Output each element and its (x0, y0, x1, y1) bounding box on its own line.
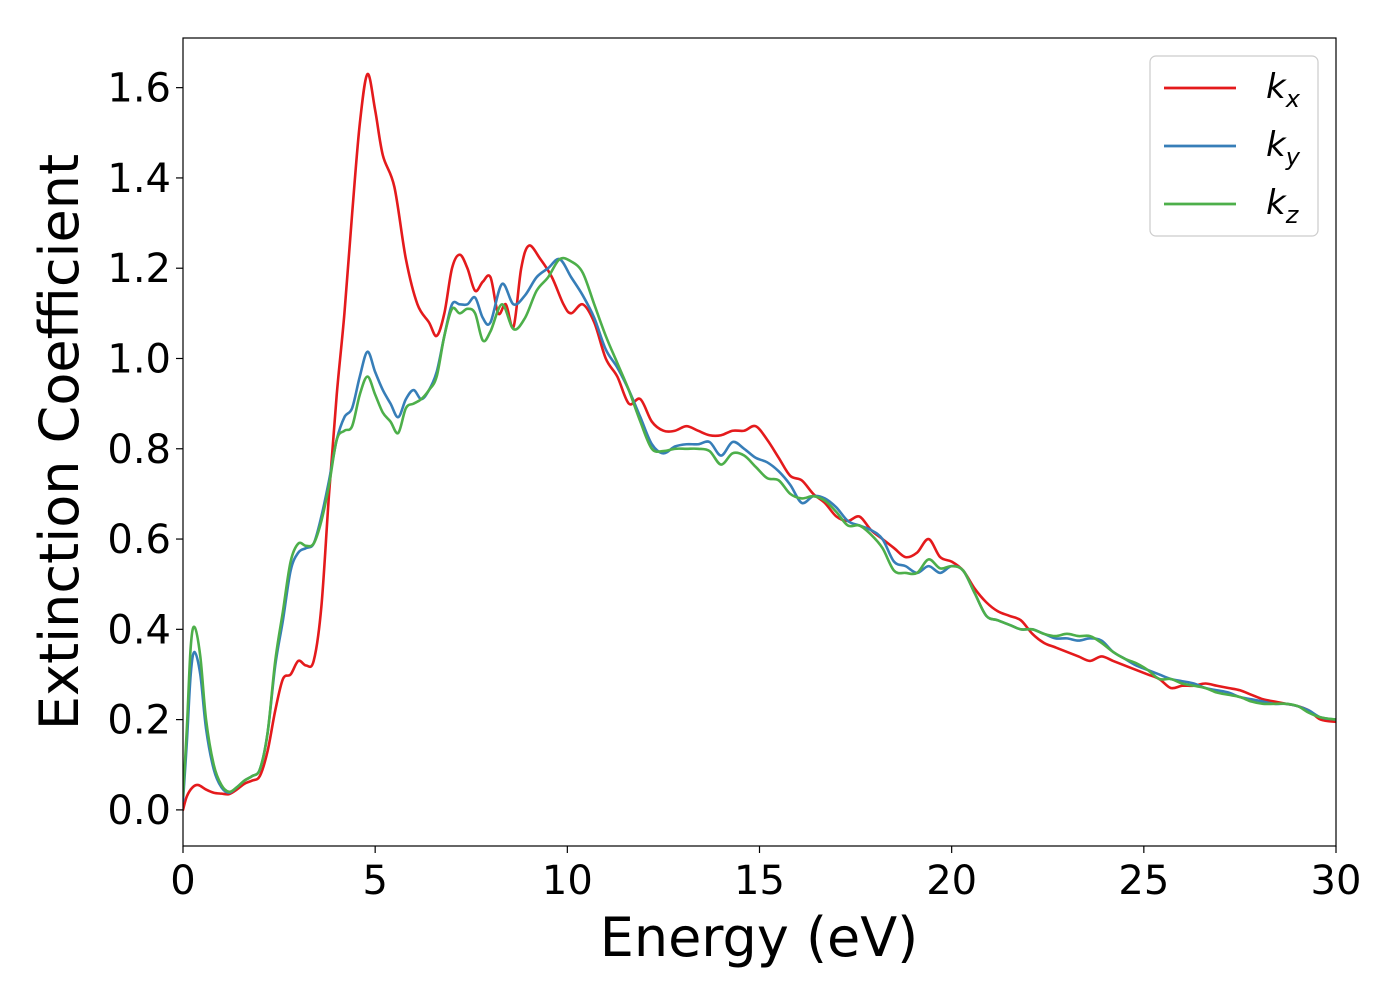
x-axis: 0 5 10 15 20 25 30 (170, 846, 1361, 904)
legend-label-y: ky (1266, 125, 1301, 171)
legend: kx ky kz (1149, 55, 1319, 237)
y-axis: 0.0 0.2 0.4 0.6 0.8 1.0 1.2 1.4 1.6 (107, 66, 183, 834)
x-tick-label: 30 (1311, 858, 1362, 904)
y-tick-label: 0.8 (107, 427, 171, 473)
x-tick-label: 5 (362, 858, 387, 904)
y-tick-label: 1.6 (107, 66, 171, 112)
y-tick-label: 1.2 (107, 246, 171, 292)
x-tick-label: 0 (170, 858, 195, 904)
y-tick-label: 0.4 (107, 607, 171, 653)
legend-label-x: kx (1266, 67, 1301, 113)
y-tick-label: 0.2 (107, 698, 171, 744)
series-line-x (183, 72, 1336, 812)
y-tick-label: 0.0 (107, 788, 171, 834)
x-tick-label: 15 (734, 858, 785, 904)
y-tick-label: 1.0 (107, 336, 171, 382)
series-line-z (183, 256, 1336, 798)
y-axis-title: Extinction Coefficient (28, 154, 91, 730)
legend-label-z: kz (1266, 183, 1300, 229)
y-tick-label: 0.6 (107, 517, 171, 563)
x-tick-label: 20 (926, 858, 977, 904)
x-tick-label: 10 (542, 858, 593, 904)
y-tick-label: 1.4 (107, 156, 171, 202)
series-line-y (183, 257, 1336, 803)
x-axis-title: Energy (eV) (600, 906, 919, 969)
plot-area (183, 72, 1336, 812)
x-tick-label: 25 (1118, 858, 1169, 904)
